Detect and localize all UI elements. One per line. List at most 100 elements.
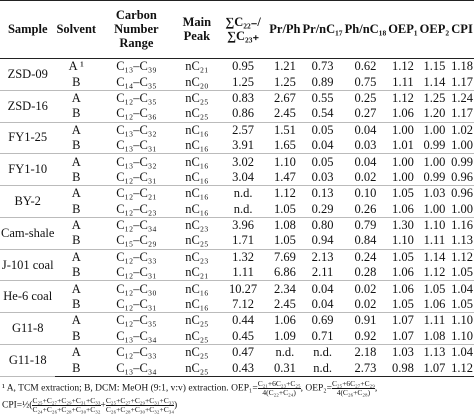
- table-cell: 1.05: [387, 296, 419, 314]
- table-row: ZSD-16 A C₁₂–C₃₅ nC₂₅ 0.83 2.67 0.55 0.25 1.12 1.…: [0, 90, 474, 123]
- table-cell: 1.65: [268, 137, 302, 155]
- table-cell: B: [55, 296, 98, 314]
- table-cell: 3.02: [232, 154, 255, 169]
- footnote-note: ¹ A, TCM extraction; B, DCM: MeOH (9:1, …: [2, 383, 229, 394]
- table-cell: nC₂₀: [175, 74, 218, 91]
- table-cell: nC₁₆: [175, 137, 218, 155]
- table-cell: 0.25: [354, 90, 377, 105]
- table-cell: A: [71, 281, 81, 296]
- table-cell: 1.15: [423, 59, 446, 74]
- table-cell: 0.31: [273, 360, 296, 375]
- fraction: C₂₅+C₂₇+C₂₉+C₃₁+C₃₃ C₂₆+C₂₈+C₃₀+C₃₂+C₃₄: [105, 395, 174, 414]
- table-row: ZSD-09 A ¹ C₁₃–C₃₉ nC₂₁ 0.95 1.21 0.73 0.62 1.12…: [0, 58, 474, 91]
- sample-cell: G11-18: [0, 344, 56, 377]
- table-cell: 1.08: [418, 328, 451, 346]
- numerator: C₂₅+C₂₇+C₂₉+C₃₁+C₃₃: [105, 395, 174, 405]
- table-cell: C₁₂–C₃₅: [116, 90, 157, 105]
- table-cell: 0.94: [301, 233, 344, 250]
- table-cell: 2.57: [232, 122, 255, 137]
- table-cell: 0.75: [343, 74, 388, 91]
- table-cell: 1.00: [423, 122, 446, 137]
- table-cell: nC₂₃: [185, 249, 209, 264]
- table-cell: 0.99: [451, 154, 473, 169]
- table-cell: n.d.: [275, 345, 295, 360]
- table-cell: 0.02: [343, 169, 388, 187]
- table-cell: 1.05: [450, 296, 474, 314]
- table-cell: 2.45: [268, 296, 302, 314]
- table-cell: 2.34: [273, 281, 296, 296]
- table-cell: 1.14: [418, 74, 451, 91]
- table-cell: nC₁₆: [175, 169, 218, 187]
- table-cell: 1.07: [387, 328, 419, 346]
- table-row: FY1-10 A C₁₃–C₃₂ nC₁₆ 3.02 1.10 0.05 0.04 1.00 1.…: [0, 153, 474, 187]
- table-cell: 1.25: [217, 74, 269, 91]
- denominator: 4(C₂₂+C₂₄): [257, 387, 301, 397]
- cpi-label: CPI=½(: [2, 400, 33, 411]
- table-cell: 2.67: [273, 90, 296, 105]
- table-cell: 3.04: [217, 169, 269, 187]
- table-cell: 1.08: [273, 218, 296, 233]
- table-cell: 1.10: [450, 328, 474, 346]
- table-cell: 0.99: [418, 169, 451, 187]
- table-cell: 1.51: [273, 122, 296, 137]
- column-header: CPI: [450, 0, 474, 59]
- table-cell: nC₁₆: [175, 296, 218, 314]
- table-cell: n.d.: [217, 201, 269, 218]
- table-cell: nC₂₅: [185, 360, 209, 375]
- table-cell: 0.04: [301, 296, 344, 314]
- table-cell: C₁₂–C₃₆: [97, 106, 176, 123]
- table-cell: nC₂₅: [185, 90, 209, 105]
- footnote: ¹ A, TCM extraction; B, DCM: MeOH (9:1, …: [2, 378, 378, 414]
- header-row: Sample Solvent Carbon Number Range Main Pea…: [0, 0, 474, 59]
- table-cell: nC₁₆: [185, 154, 209, 169]
- table-cell: nC₁₆: [175, 201, 218, 218]
- table-cell: A: [71, 186, 81, 201]
- table-row: J-101 coal A C₁₂–C₃₃ nC₂₃ 1.32 7.69 2.13 0.24 1.…: [0, 249, 474, 282]
- numerator: C₂₁+6C₂₃+C₂₅: [257, 378, 301, 388]
- table-cell: 1.02: [451, 122, 473, 137]
- table-cell: 0.13: [311, 186, 334, 201]
- numerator: C₂₅+6C₂₇+C₂₉: [331, 378, 375, 388]
- table-cell: B: [55, 169, 98, 187]
- table-cell: 1.00: [418, 201, 451, 218]
- table-cell: A: [71, 154, 81, 169]
- table-cell: 0.55: [311, 90, 334, 105]
- table-cell: 1.12: [451, 360, 473, 375]
- table-cell: 2.13: [311, 249, 334, 264]
- table-cell: nC₂₅: [175, 106, 218, 123]
- table-cell: 0.03: [301, 169, 344, 187]
- table-cell: B: [55, 201, 98, 218]
- table-cell: 0.02: [343, 296, 388, 314]
- table-cell: 0.43: [232, 360, 255, 375]
- table-cell: 0.04: [301, 137, 344, 155]
- table-cell: 1.06: [418, 296, 451, 314]
- table-cell: B: [55, 106, 98, 123]
- table-cell: 0.99: [418, 137, 451, 155]
- table-cell: C₁₃–C₃₉: [116, 59, 157, 74]
- table-cell: C₁₂–C₂₃: [97, 201, 176, 218]
- table-cell: 1.10: [273, 154, 296, 169]
- table-cell: 7.69: [273, 249, 296, 264]
- table-cell: 0.79: [354, 218, 377, 233]
- table-cell: 0.96: [450, 169, 474, 187]
- table-cell: C₁₃–C₃₄: [116, 360, 157, 375]
- table-cell: 0.95: [232, 59, 255, 74]
- table-row: G11-8 A C₁₂–C₃₅ nC₂₅ 0.44 1.06 0.69 0.91 1.07 1.1…: [0, 312, 474, 346]
- table-cell: 1.24: [451, 90, 473, 105]
- table-cell: 0.54: [301, 106, 344, 123]
- table-cell: 1.00: [391, 154, 414, 169]
- table-cell: 7.12: [217, 296, 269, 314]
- denominator: C₂₄+C₂₆+C₂₈+C₃₀+C₃₂: [32, 404, 101, 414]
- table-cell: 1.17: [450, 106, 474, 123]
- table-cell: 1.06: [391, 281, 414, 296]
- table-cell: 0.04: [354, 122, 377, 137]
- table-cell: 1.21: [273, 59, 296, 74]
- table-cell: 1.05: [450, 265, 474, 282]
- data-table: Sample Solvent Carbon Number Range Main Pea…: [0, 0, 474, 377]
- table-cell: 0.71: [301, 328, 344, 346]
- table-cell: 1.11: [387, 74, 419, 91]
- table-cell: 1.03: [391, 345, 414, 360]
- table-cell: 0.27: [343, 106, 388, 123]
- table-cell: A ¹: [68, 59, 84, 74]
